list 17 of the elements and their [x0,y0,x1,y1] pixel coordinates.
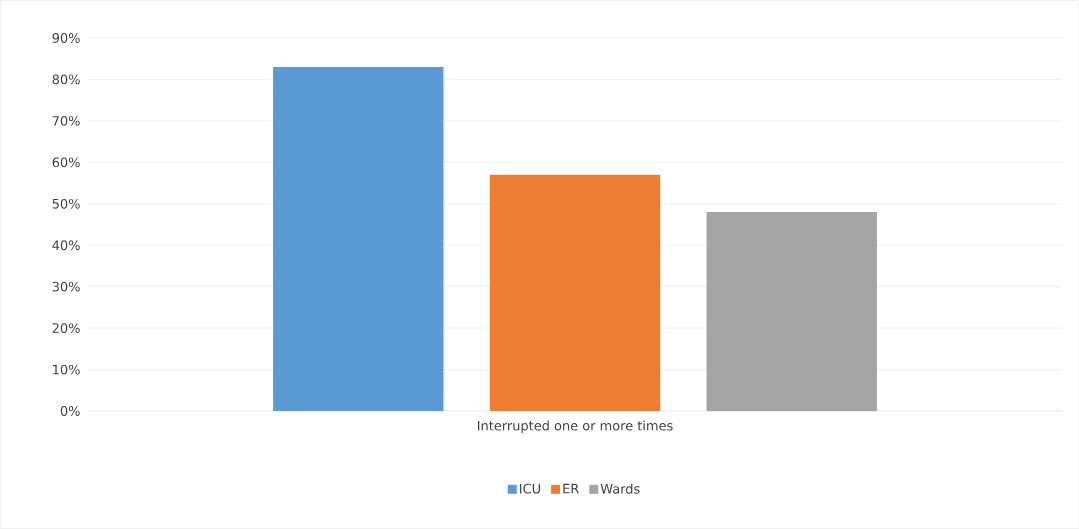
y-tick-label: 50% [52,198,80,209]
y-tick-label: 40% [52,240,80,251]
y-tick-label: 80% [52,74,80,85]
y-tick-label: 70% [52,116,80,126]
y-tick-label: 0% [60,406,80,416]
y-tick-label: 90% [52,33,80,43]
legend-label: Wards [600,483,640,494]
bar [706,212,877,411]
y-tick-label: 20% [52,323,80,334]
y-tick-label: 60% [52,157,80,168]
bar [489,174,661,411]
legend-label: ER [563,483,579,494]
legend-label: ICU [520,483,540,494]
bar [273,67,444,411]
x-tick-label: Interrupted one or more times [477,420,673,434]
y-tick-label: 10% [53,364,80,375]
y-tick-label: 30% [52,281,80,292]
